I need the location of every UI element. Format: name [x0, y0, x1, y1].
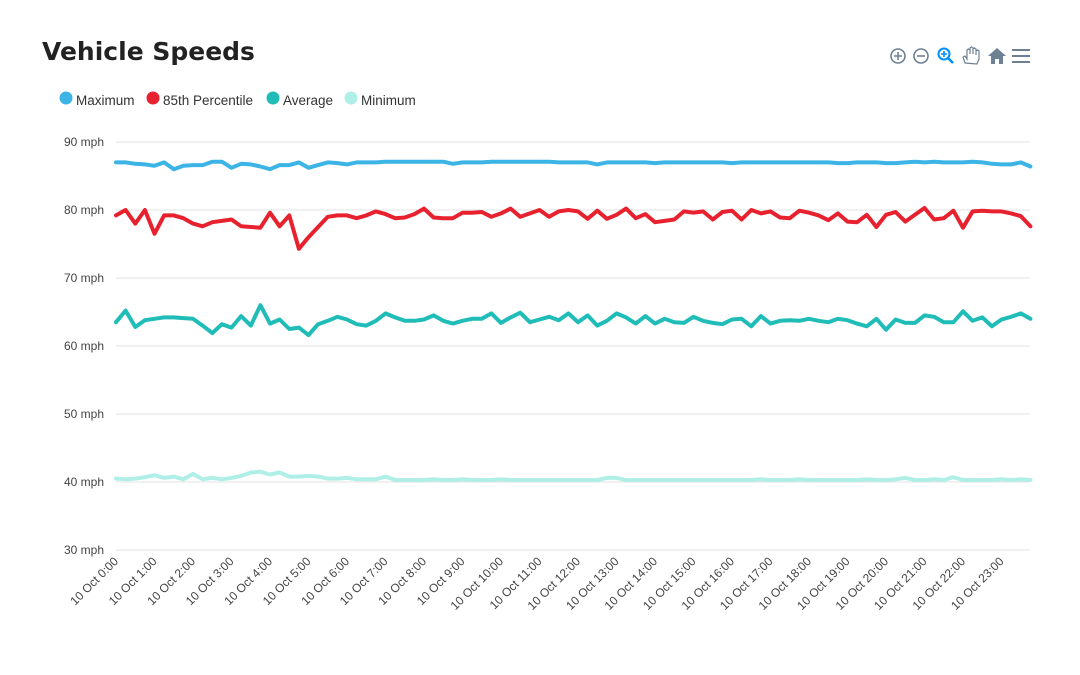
- y-tick-label: 90 mph: [64, 135, 104, 149]
- chart-title: Vehicle Speeds: [42, 37, 255, 66]
- legend-marker: [146, 91, 160, 105]
- zoom-in-icon[interactable]: [890, 48, 906, 64]
- legend-label: Minimum: [361, 93, 416, 108]
- toolbar: [890, 46, 1030, 65]
- legend-item[interactable]: Minimum: [344, 91, 416, 109]
- legend-marker: [344, 91, 358, 105]
- series-line-maximum: [114, 159, 1033, 172]
- zoom-out-icon[interactable]: [913, 48, 929, 64]
- series-line-minimum: [114, 469, 1033, 482]
- legend-marker: [59, 91, 73, 105]
- y-tick-label: 50 mph: [64, 407, 104, 421]
- legend-item[interactable]: Maximum: [59, 91, 135, 109]
- series-line-average: [114, 303, 1033, 338]
- legend-item[interactable]: Average: [266, 91, 334, 109]
- legend: Maximum 85th Percentile Average Minimum: [59, 91, 416, 109]
- legend-label: 85th Percentile: [163, 93, 253, 108]
- y-axis: 30 mph 40 mph 50 mph 60 mph 70 mph 80 mph 90 m…: [64, 135, 104, 557]
- series-lines: [114, 159, 1033, 482]
- selection-zoom-icon[interactable]: [937, 47, 954, 64]
- y-tick-label: 40 mph: [64, 475, 104, 489]
- y-tick-label: 60 mph: [64, 339, 104, 353]
- legend-item[interactable]: 85th Percentile: [146, 91, 254, 109]
- pan-hand-icon[interactable]: [962, 46, 980, 65]
- legend-label: Average: [283, 93, 333, 108]
- home-reset-icon[interactable]: [988, 48, 1006, 64]
- y-tick-label: 30 mph: [64, 543, 104, 557]
- y-tick-label: 70 mph: [64, 271, 104, 285]
- legend-label: Maximum: [76, 93, 135, 108]
- grid: [116, 141, 1030, 551]
- series-line-85th-percentile: [114, 206, 1033, 251]
- legend-marker: [266, 91, 280, 105]
- menu-icon[interactable]: [1012, 49, 1030, 63]
- y-tick-label: 80 mph: [64, 203, 104, 217]
